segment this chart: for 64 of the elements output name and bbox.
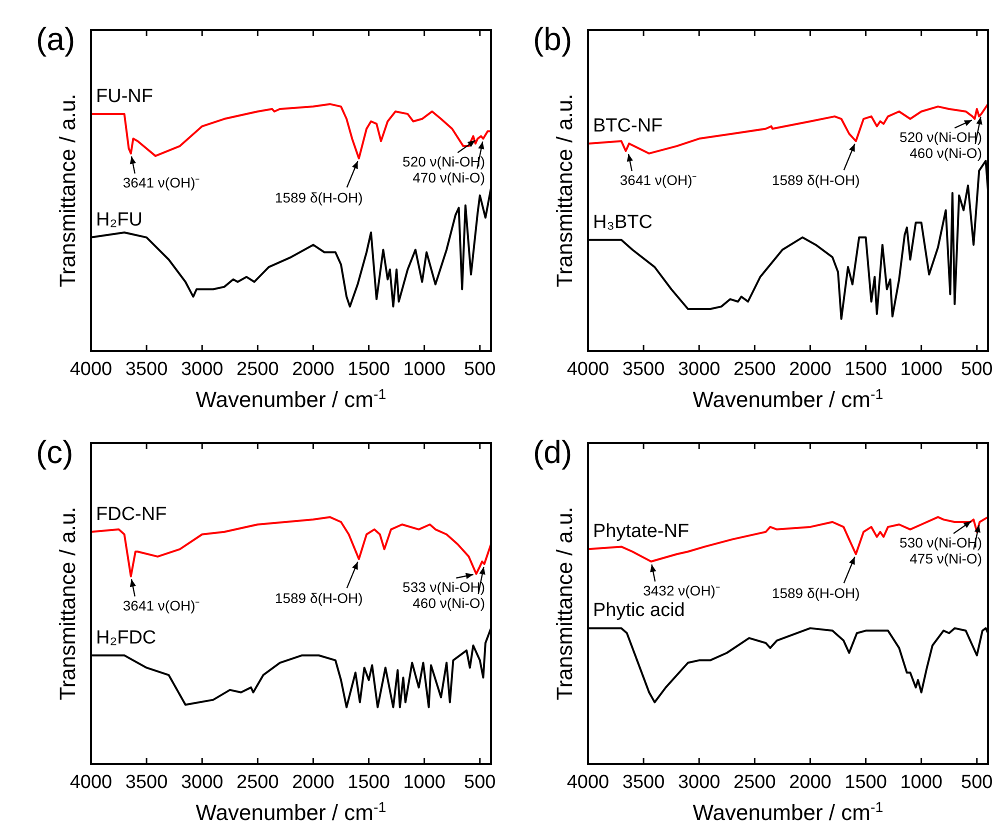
x-tick-label: 2000 <box>789 772 832 793</box>
x-tick-label: 1000 <box>900 772 942 793</box>
x-tick-label: 500 <box>464 359 496 380</box>
x-tick-label: 3500 <box>125 359 168 380</box>
annotation: 460 ν(Ni-O) <box>412 594 485 611</box>
x-tick-label: 3000 <box>678 359 720 380</box>
x-tick-label: 2000 <box>292 772 334 793</box>
annotation: 3641 ν(OH)⁻ <box>620 172 698 188</box>
chart-title: (d) <box>533 434 572 470</box>
x-tick-label: 3500 <box>622 359 665 380</box>
y-axis-title: Transmittance / a.u. <box>552 94 577 288</box>
y-axis-title: Transmittance / a.u. <box>55 506 80 700</box>
x-tick-label: 2000 <box>789 359 832 380</box>
x-tick-label: 1000 <box>900 359 942 380</box>
annotation: 3641 ν(OH)⁻ <box>122 597 200 614</box>
annotation: 475 ν(Ni-O) <box>910 550 982 567</box>
x-tick-label: 4000 <box>70 359 112 380</box>
x-tick-label: 1500 <box>844 772 887 793</box>
annotation: 1589 δ(H-OH) <box>274 590 363 606</box>
x-tick-label: 3500 <box>125 772 168 793</box>
x-tick-label: 1000 <box>403 359 446 380</box>
x-tick-label: 2000 <box>292 359 334 380</box>
annotation: 1589 δ(H-OH) <box>274 189 363 206</box>
x-axis-title: Wavenumber / cm$^{-1}$ <box>196 387 386 412</box>
x-tick-label: 500 <box>464 772 496 793</box>
legend-label: Phytic acid <box>593 600 685 622</box>
y-axis-title: Transmittance / a.u. <box>55 94 80 288</box>
annotation: 470 ν(Ni-O) <box>412 170 485 186</box>
x-tick-label: 500 <box>961 359 993 380</box>
series-label: Phytate-NF <box>593 521 690 542</box>
x-tick-label: 3000 <box>678 772 720 793</box>
x-axis-title: Wavenumber / cm$^{-1}$ <box>692 387 884 412</box>
series-label: H₂FDC <box>96 627 156 648</box>
x-tick-label: 3000 <box>180 359 224 380</box>
x-tick-label: 2500 <box>734 359 776 380</box>
annotation: 460 ν(Ni-O) <box>910 144 982 161</box>
x-tick-label: 4000 <box>566 359 610 380</box>
annotation: 1589 δ(H-OH) <box>772 585 860 602</box>
annotation: 3432 ν(OH)⁻ <box>643 582 720 599</box>
y-axis-title: Transmittance / a.u. <box>552 506 577 700</box>
x-tick-label: 4000 <box>566 772 610 793</box>
chart-title: (a) <box>36 21 76 57</box>
x-tick-label: 1500 <box>348 772 390 793</box>
chart-title: (b) <box>533 21 572 57</box>
x-tick-label: 500 <box>961 772 993 793</box>
x-axis-title: Wavenumber / cm$^{-1}$ <box>196 800 386 825</box>
chart-title: (c) <box>36 434 74 470</box>
series-label: FU-NF <box>96 86 153 107</box>
series-label: FDC-NF <box>96 504 167 525</box>
x-axis-title: Wavenumber / cm$^{-1}$ <box>692 800 884 825</box>
x-tick-label: 4000 <box>70 772 112 793</box>
x-tick-label: 1500 <box>844 359 887 380</box>
x-tick-label: 2500 <box>236 772 279 793</box>
x-tick-label: 3500 <box>622 772 665 793</box>
x-tick-label: 3000 <box>180 772 224 793</box>
x-tick-label: 2500 <box>734 772 776 793</box>
x-tick-label: 1500 <box>348 359 390 380</box>
annotation: 3641 ν(OH)⁻ <box>122 174 200 190</box>
series-label: BTC-NF <box>593 116 663 137</box>
series-label: H₃BTC <box>593 212 652 233</box>
series-label: H₂FU <box>96 209 142 230</box>
annotation: 1589 δ(H-OH) <box>772 172 860 188</box>
x-tick-label: 2500 <box>236 359 279 380</box>
x-tick-label: 1000 <box>403 772 446 793</box>
